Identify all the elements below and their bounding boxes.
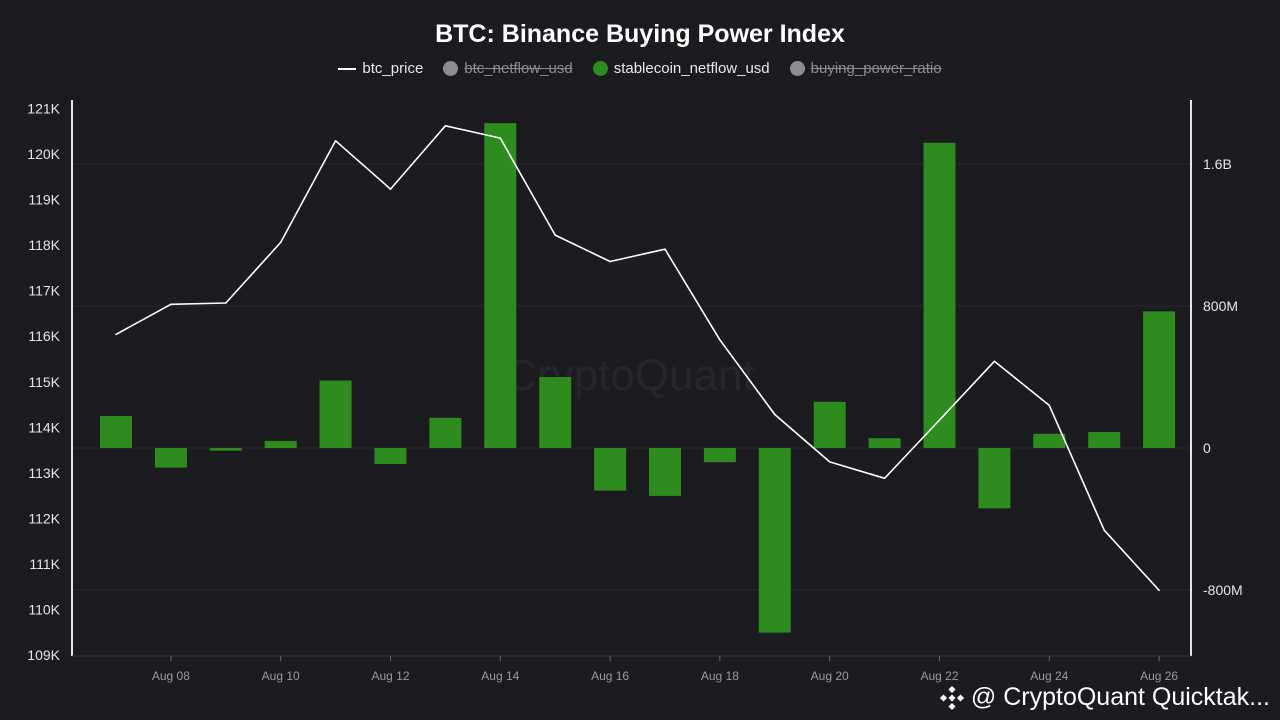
btc-price-point-19 — [1103, 529, 1105, 532]
legend-swatch — [443, 61, 459, 76]
btc-price-point-13 — [774, 413, 776, 416]
bar-11 — [649, 448, 681, 496]
left-axis-tick-label: 117K — [28, 283, 60, 299]
btc-price-point-14 — [828, 461, 831, 463]
bar-13 — [758, 448, 791, 633]
btc-price-point-3 — [225, 302, 227, 304]
btc-price-point-18 — [1048, 404, 1051, 407]
x-axis-tick-label: Aug 08 — [152, 669, 190, 683]
legend-swatch — [789, 61, 805, 76]
legend-item-btc-netflow-usd[interactable]: btc_netflow_usd — [443, 60, 573, 77]
left-axis-tick-label: 121K — [27, 101, 60, 117]
left-axis-tick-label: 114K — [28, 419, 60, 435]
btc-price-line — [115, 125, 1160, 591]
footer-brand-text: @ CryptoQuant Quicktak... — [970, 683, 1270, 711]
left-axis-tick-label: 111K — [29, 556, 60, 572]
right-axis-tick-label: 800M — [1203, 298, 1238, 314]
bar-17 — [978, 448, 1011, 509]
legend-item-stablecoin-netflow-usd[interactable]: stablecoin_netflow_usd — [592, 60, 770, 77]
btc-price-point-6 — [389, 188, 392, 190]
bar-15 — [868, 438, 901, 448]
btc-price-point-11 — [664, 248, 666, 251]
x-axis-tick-label: Aug 20 — [811, 669, 849, 683]
x-axis-tick-label: Aug 10 — [262, 669, 300, 683]
bar-2 — [154, 448, 187, 468]
btc-price-point-2 — [170, 303, 172, 306]
btc-price-point-10 — [609, 260, 611, 263]
btc-price-point-16 — [938, 419, 941, 421]
bar-4 — [264, 440, 297, 448]
x-axis-tick-label: Aug 26 — [1140, 669, 1178, 683]
left-axis-tick-label: 118K — [28, 237, 60, 253]
left-axis-tick-label: 115K — [28, 374, 60, 390]
left-axis-tick-label: 120K — [27, 146, 60, 162]
left-axis-tick-label: 109K — [27, 647, 60, 663]
bar-10 — [594, 448, 627, 491]
left-axis-tick-label: 110K — [28, 601, 60, 617]
bar-16 — [923, 142, 956, 448]
bar-7 — [429, 417, 462, 448]
btc-price-point-15 — [883, 477, 886, 480]
right-axis-tick-label: 0 — [1203, 440, 1211, 456]
btc-price-point-1 — [115, 333, 117, 336]
btc-price-point-4 — [279, 241, 282, 244]
bar-3 — [209, 448, 242, 451]
btc-price-point-20 — [1158, 589, 1160, 592]
left-axis-tick-label: 113K — [28, 465, 60, 481]
btc-price-point-5 — [334, 140, 337, 142]
btc-price-point-9 — [554, 234, 556, 236]
bar-12 — [703, 448, 736, 463]
binance-icon — [939, 685, 964, 710]
legend-label: buying_power_ratio — [810, 60, 942, 77]
legend-swatch — [338, 67, 357, 70]
left-axis-tick-label: 116K — [28, 328, 60, 344]
x-axis-tick-label: Aug 18 — [701, 669, 739, 683]
x-axis-tick-label: Aug 22 — [920, 669, 958, 683]
btc-price-point-8 — [499, 137, 502, 139]
bar-18 — [1033, 433, 1066, 448]
bar-1 — [100, 416, 132, 448]
bar-20 — [1143, 311, 1176, 448]
btc-price-point-12 — [719, 339, 721, 341]
chart-title: BTC: Binance Buying Power Index — [435, 20, 845, 48]
left-axis-tick-label: 119K — [28, 192, 60, 208]
legend-item-buying-power-ratio[interactable]: buying_power_ratio — [789, 60, 942, 77]
legend: btc_price btc_netflow_usd stablecoin_netfl… — [0, 60, 1280, 77]
bar-6 — [374, 448, 407, 464]
bar-9 — [539, 377, 572, 448]
x-axis-tick-label: Aug 24 — [1030, 669, 1068, 683]
bar-14 — [813, 401, 846, 448]
legend-swatch — [592, 61, 608, 76]
btc-price-point-17 — [993, 360, 996, 363]
legend-item-btc-price[interactable]: btc_price — [338, 60, 423, 77]
legend-label: btc_price — [362, 60, 424, 77]
bar-5 — [319, 380, 352, 448]
legend-label: stablecoin_netflow_usd — [613, 60, 770, 77]
footer-branding: @ CryptoQuant Quicktak... — [939, 683, 1270, 712]
bar-19 — [1088, 432, 1121, 448]
btc-price-point-7 — [444, 125, 447, 127]
left-axis-tick-label: 112K — [28, 510, 60, 526]
right-axis-tick-label: -800M — [1203, 582, 1243, 598]
bar-8 — [484, 123, 517, 449]
x-axis-tick-label: Aug 14 — [481, 669, 519, 683]
x-axis-tick-label: Aug 16 — [591, 669, 629, 683]
legend-label: btc_netflow_usd — [464, 60, 573, 77]
right-axis-tick-label: 1.6B — [1203, 156, 1232, 172]
x-axis-tick-label: Aug 12 — [371, 669, 409, 683]
